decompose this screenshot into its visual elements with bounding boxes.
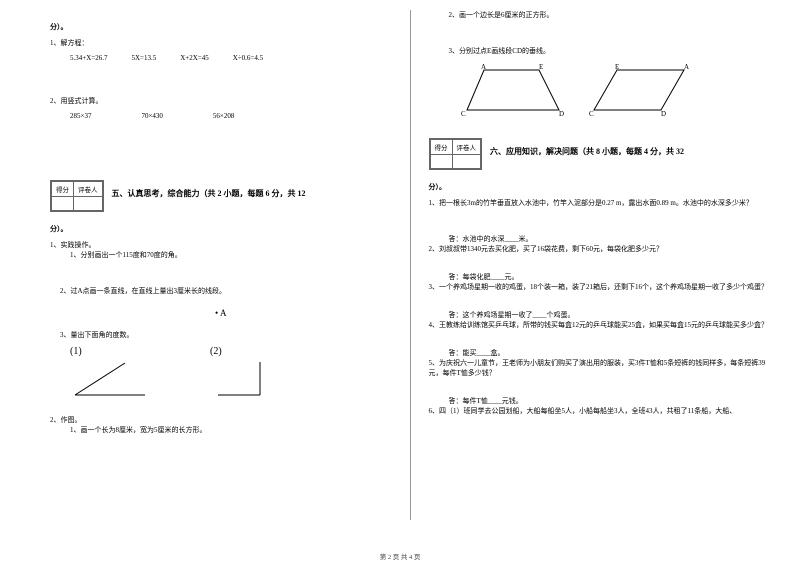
eq-4: X÷0.6=4.5 [233,54,263,62]
eq-2: 5X=13.5 [131,54,156,62]
angle-1-svg [70,357,150,397]
q6-1: 1、把一根长3m的竹竿垂直放入水池中，竹竿入泥部分是0.27 m，露出水面0.8… [429,198,771,208]
q4-2: 2、用竖式计算。 [50,96,392,106]
score-h1: 得分 [52,182,74,197]
q5-1-3: 3、量出下面角的度数。 [50,330,392,340]
score-box-6: 得分 评卷人 [429,138,483,170]
a6-4: 答：能买____盒。 [429,348,771,358]
page-footer: 第 2 页 共 4 页 [0,551,800,561]
score-h2: 评卷人 [74,182,103,197]
q6-3: 3、一个养鸡场星期一收的鸡蛋，18个装一箱，装了21箱后，还剩下16个，这个养鸡… [429,282,771,292]
score-box-5: 得分 评卷人 [50,180,104,212]
q4-1: 1、解方程： [50,38,392,48]
vert-1: 285×37 [70,112,91,120]
angle-2-svg [210,357,270,397]
a6-1: 答：水池中的水深____米。 [429,234,771,244]
q6-5: 5、为庆祝六一儿童节，王老师为小朋友们购买了演出用的服装，买3件T恤和5条短裤的… [429,358,771,378]
a6-3: 答：这个养鸡场星期一收了____个鸡蛋。 [429,310,771,320]
q5-1: 1、实践操作。 [50,240,392,250]
score-h2-6: 评卷人 [452,140,481,155]
trap-C: C [461,110,466,118]
dot-a: • A [50,308,392,318]
eq-1: 5.34+X=26.7 [70,54,107,62]
right-column: 2、画一个边长是6厘米的正方形。 3、分别过点E画线段CD的垂线。 A E C … [429,10,771,520]
page: 分）。 1、解方程： 5.34+X=26.7 5X=13.5 X+2X=45 X… [0,0,800,520]
vert-2: 70×430 [141,112,162,120]
sec5-end: 分）。 [50,224,392,234]
para-E: E [615,63,619,71]
p2-label: (2) [210,346,222,357]
angle-1-wrap: (1) [70,346,150,397]
eq-3: X+2X=45 [180,54,209,62]
shapes-row: A E C D E A C D [429,62,771,120]
q6-4: 4、王教练给训练馆买乒乓球，所带的钱买每盒12元的乒乓球能买25盒，如果买每盒1… [429,320,771,330]
angle-2-wrap: (2) [170,346,270,397]
score-h1-6: 得分 [430,140,452,155]
q5-2: 2、作图。 [50,415,392,425]
trapezoid-svg: A E C D [459,62,569,120]
sec5-header: 得分 评卷人 五、认真思考，综合能力（共 2 小题，每题 6 分，共 12 [50,180,392,212]
angle-row: (1) (2) [50,346,392,397]
para-D: D [661,110,666,118]
q6-6: 6、四（1）班同学去公园划船，大船每船坐5人，小船每船坐3人，全班43人，共租了… [429,406,771,416]
vert-row: 285×37 70×430 56×208 [50,112,392,120]
sec6-end: 分）。 [429,182,771,192]
a6-2: 答：每袋化肥____元。 [429,272,771,282]
q5-1-2: 2、过A点画一条直线，在直线上量出3厘米长的线段。 [50,286,392,296]
para-A: A [684,63,689,71]
trap-D: D [559,110,564,118]
a6-5: 答：每件T恤____元钱。 [429,396,771,406]
sec4-end: 分）。 [50,22,392,32]
para-C: C [589,110,594,118]
q5-2-2: 2、画一个边长是6厘米的正方形。 [429,10,771,20]
sec6-title: 六、应用知识，解决问题（共 8 小题，每题 4 分，共 32 [490,138,684,157]
parallelogram-svg: E A C D [589,62,689,120]
trap-A: A [481,63,486,71]
q5-2-1: 1、画一个长为8厘米，宽为5厘米的长方形。 [50,425,392,435]
vert-3: 56×208 [213,112,234,120]
q5-1-1: 1、分别画出一个115度和70度的角。 [50,250,392,260]
trap-E: E [539,63,543,71]
q6-2: 2、刘叔叔带1340元去买化肥，买了16袋花费，剩下60元，每袋化肥多少元？ [429,244,771,254]
left-column: 分）。 1、解方程： 5.34+X=26.7 5X=13.5 X+2X=45 X… [50,10,392,520]
column-divider [410,10,411,520]
p1-label: (1) [70,346,82,357]
q5-2-3: 3、分别过点E画线段CD的垂线。 [429,46,771,56]
sec6-header: 得分 评卷人 六、应用知识，解决问题（共 8 小题，每题 4 分，共 32 [429,138,771,170]
eq-row: 5.34+X=26.7 5X=13.5 X+2X=45 X÷0.6=4.5 [50,54,392,62]
sec5-title: 五、认真思考，综合能力（共 2 小题，每题 6 分，共 12 [112,180,306,199]
